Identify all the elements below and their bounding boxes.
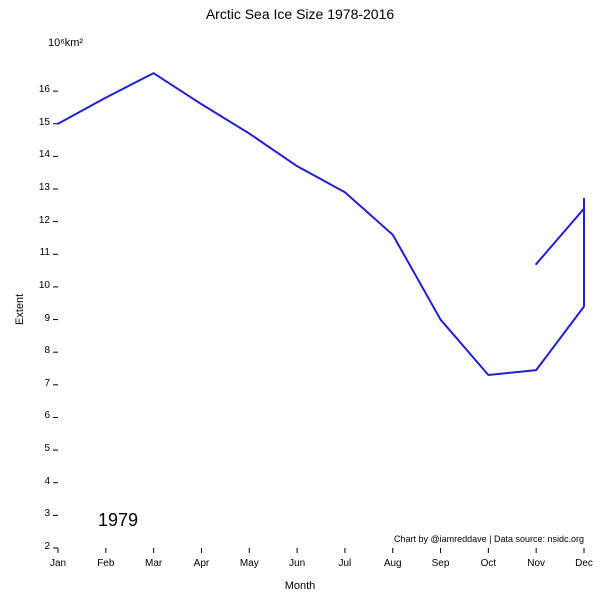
x-tick-label: Jul: [331, 558, 359, 569]
y-tick-label: 12: [39, 215, 50, 226]
y-tick-label: 3: [44, 508, 50, 519]
x-tick-label: Jan: [44, 558, 72, 569]
y-tick-label: 16: [39, 84, 50, 95]
y-tick-label: 4: [44, 476, 50, 487]
y-tick-label: 7: [44, 378, 50, 389]
x-tick-label: May: [235, 558, 263, 569]
x-tick-label: Feb: [92, 558, 120, 569]
arctic-sea-ice-chart: Arctic Sea Ice Size 1978-2016 10⁶km² Ext…: [0, 0, 600, 600]
x-tick-label: Sep: [427, 558, 455, 569]
x-tick-label: Dec: [570, 558, 598, 569]
y-tick-label: 15: [39, 117, 50, 128]
y-tick-label: 14: [39, 149, 50, 160]
y-tick-label: 8: [44, 345, 50, 356]
x-tick-label: Oct: [474, 558, 502, 569]
y-tick-label: 9: [44, 313, 50, 324]
chart-svg: [0, 0, 600, 600]
y-tick-label: 10: [39, 280, 50, 291]
y-tick-label: 2: [44, 541, 50, 552]
x-tick-label: Aug: [379, 558, 407, 569]
y-tick-label: 5: [44, 443, 50, 454]
y-tick-label: 6: [44, 410, 50, 421]
x-tick-label: Mar: [140, 558, 168, 569]
x-tick-label: Apr: [187, 558, 215, 569]
x-tick-label: Nov: [522, 558, 550, 569]
x-tick-label: Jun: [283, 558, 311, 569]
y-tick-label: 11: [40, 247, 50, 258]
y-tick-label: 13: [39, 182, 50, 193]
